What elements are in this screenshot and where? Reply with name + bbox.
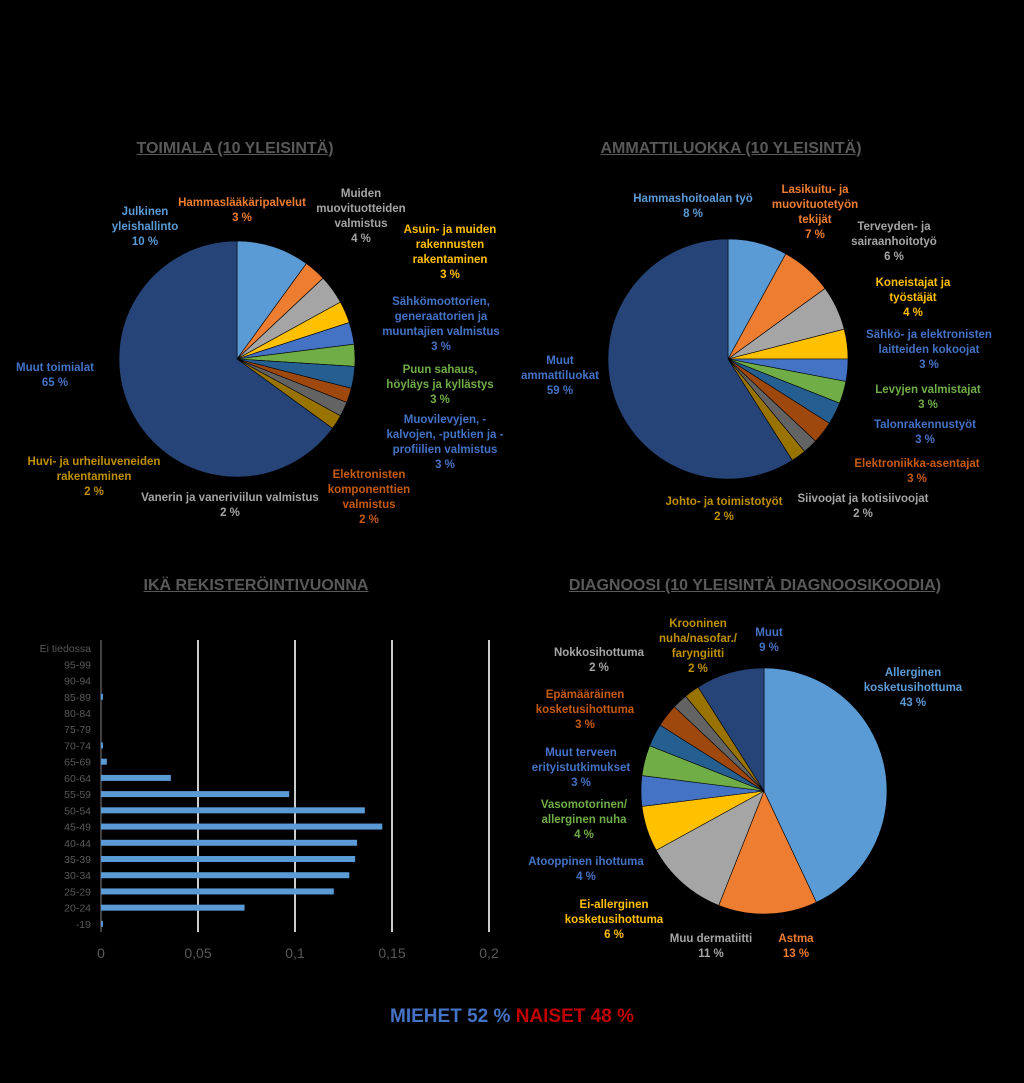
diagnoosi-label-5: Vasomotorinen/allerginen nuha 4 % bbox=[541, 799, 628, 841]
ika-category-5: 40-44 bbox=[64, 838, 91, 850]
ika-category-9: 60-64 bbox=[64, 773, 91, 785]
ika-xtick-1: 0,05 bbox=[184, 945, 211, 961]
toimiala-label-3: Asuin- ja muiden rakennusten rakentaminen 3… bbox=[404, 224, 497, 281]
ika-bar-1 bbox=[101, 905, 245, 911]
diagnoosi-label-4: Atooppinen ihottuma 4 % bbox=[528, 856, 644, 883]
diagnoosi-label-9: Krooninen nuha/nasofar./faryngiitti 2 % bbox=[659, 618, 738, 675]
ika-category-7: 50-54 bbox=[64, 805, 91, 817]
ika-category-15: 90-94 bbox=[64, 676, 91, 688]
diagnoosi-pie bbox=[641, 668, 887, 914]
diagnoosi-label-10: Muut 9 % bbox=[755, 627, 783, 654]
toimiala-pie bbox=[119, 241, 355, 477]
ika-category-6: 45-49 bbox=[64, 822, 91, 834]
toimiala-label-10: Muut toimialat 65 % bbox=[16, 362, 94, 389]
ammattiluokka-label-5: Levyjen valmistajat 3 % bbox=[875, 384, 981, 411]
ika-category-0: -19 bbox=[76, 919, 91, 931]
diagnoosi-label-1: Astma 13 % bbox=[778, 933, 814, 960]
ika-category-17: Ei tiedossa bbox=[40, 643, 92, 655]
toimiala-label-1: Hammaslääkäripalvelut 3 % bbox=[178, 197, 306, 224]
ika-category-8: 55-59 bbox=[64, 789, 91, 801]
ika-category-10: 65-69 bbox=[64, 757, 91, 769]
women-label: NAISET bbox=[516, 1006, 586, 1027]
toimiala-label-2: Muiden muovituotteiden valmistus 4 % bbox=[316, 188, 405, 245]
toimiala-label-8: Vanerin ja vaneriviilun valmistus 2 % bbox=[141, 492, 319, 519]
ika-category-2: 25-29 bbox=[64, 886, 91, 898]
ika-bar-14 bbox=[101, 694, 103, 700]
ammattiluokka-label-0: Hammashoitoalan työ 8 % bbox=[633, 193, 753, 220]
ika-bar-5 bbox=[101, 840, 357, 846]
ammattiluokka-label-6: Talonrakennustyöt 3 % bbox=[874, 419, 976, 446]
ammattiluokka-label-9: Johto- ja toimistotyöt 2 % bbox=[666, 496, 783, 523]
ika-category-11: 70-74 bbox=[64, 740, 91, 752]
ika-bar-chart: 0 0,05 0,1 0,15 0,2 -19 20-24 25-29 30-34 35-39 40… bbox=[40, 640, 499, 961]
ika-xtick-2: 0,1 bbox=[285, 945, 305, 961]
ika-category-4: 35-39 bbox=[64, 854, 91, 866]
ammattiluokka-label-10: Muut ammattiluokat 59 % bbox=[521, 355, 599, 397]
ammattiluokka-label-1: Lasikuitu- ja muovituotetyön tekijät 7 % bbox=[772, 184, 858, 241]
ika-bar-3 bbox=[101, 872, 349, 878]
diagnoosi-label-2: Muu dermatiitti 11 % bbox=[670, 933, 752, 960]
gender-summary: MIEHET 52 % NAISET 48 % bbox=[0, 1006, 1024, 1028]
ika-xtick-0: 0 bbox=[97, 945, 105, 961]
ika-category-3: 30-34 bbox=[64, 870, 91, 882]
toimiala-label-6: Muovilevyjen, -kalvojen, -putkien ja -pr… bbox=[387, 414, 504, 471]
diagnoosi-label-7: Epämääräinen kosketusihottuma 3 % bbox=[536, 689, 635, 731]
toimiala-label-5: Puun sahaus, höyläys ja kyllästys 3 % bbox=[386, 364, 493, 406]
ammattiluokka-label-3: Koneistajat ja työstäjät 4 % bbox=[876, 277, 951, 319]
men-label: MIEHET bbox=[390, 1006, 462, 1027]
ika-xtick-3: 0,15 bbox=[378, 945, 405, 961]
ika-bar-8 bbox=[101, 791, 289, 797]
diagnoosi-label-8: Nokkosihottuma 2 % bbox=[554, 647, 645, 674]
toimiala-label-4: Sähkömoottorien, generaattorien ja muuntaj… bbox=[382, 296, 500, 353]
ammattiluokka-label-2: Terveyden- ja sairaanhoitotyö 6 % bbox=[851, 221, 937, 263]
ika-bar-2 bbox=[101, 888, 334, 894]
women-value: 48 % bbox=[591, 1006, 634, 1027]
men-value: 52 % bbox=[467, 1006, 510, 1027]
diagnoosi-label-3: Ei-allerginen kosketusihottuma 6 % bbox=[565, 899, 664, 941]
ammattiluokka-label-8: Siivoojat ja kotisiivoojat 2 % bbox=[797, 493, 928, 520]
ika-bar-4 bbox=[101, 856, 355, 862]
ika-category-12: 75-79 bbox=[64, 724, 91, 736]
ammattiluokka-pie bbox=[608, 239, 848, 479]
ika-category-16: 95-99 bbox=[64, 659, 91, 671]
ika-bar-0 bbox=[101, 921, 103, 927]
ika-category-14: 85-89 bbox=[64, 692, 91, 704]
ika-bar-9 bbox=[101, 775, 171, 781]
ika-bar-7 bbox=[101, 807, 365, 813]
ika-category-13: 80-84 bbox=[64, 708, 91, 720]
charts-canvas: Julkinen yleishallinto 10 %Hammaslääkäripa… bbox=[0, 0, 1024, 1000]
diagnoosi-label-0: Allerginen kosketusihottuma 43 % bbox=[864, 667, 963, 709]
toimiala-label-7: Elektronisten komponenttien valmistus 2 % bbox=[328, 469, 410, 526]
diagnoosi-label-6: Muut terveen erityistutkimukset 3 % bbox=[532, 747, 631, 789]
ika-bar-6 bbox=[101, 824, 382, 830]
toimiala-label-0: Julkinen yleishallinto 10 % bbox=[112, 206, 178, 248]
ika-category-1: 20-24 bbox=[64, 903, 91, 915]
ammattiluokka-label-7: Elektroniikka-asentajat 3 % bbox=[854, 458, 979, 485]
ammattiluokka-label-4: Sähkö- ja elektronisten laitteiden kokooj… bbox=[866, 329, 992, 371]
ika-bar-10 bbox=[101, 759, 107, 765]
ika-bar-11 bbox=[101, 742, 103, 748]
ika-xtick-4: 0,2 bbox=[479, 945, 499, 961]
